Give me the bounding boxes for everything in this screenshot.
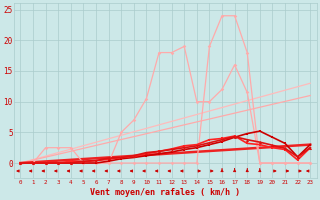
X-axis label: Vent moyen/en rafales ( km/h ): Vent moyen/en rafales ( km/h ): [90, 188, 240, 197]
